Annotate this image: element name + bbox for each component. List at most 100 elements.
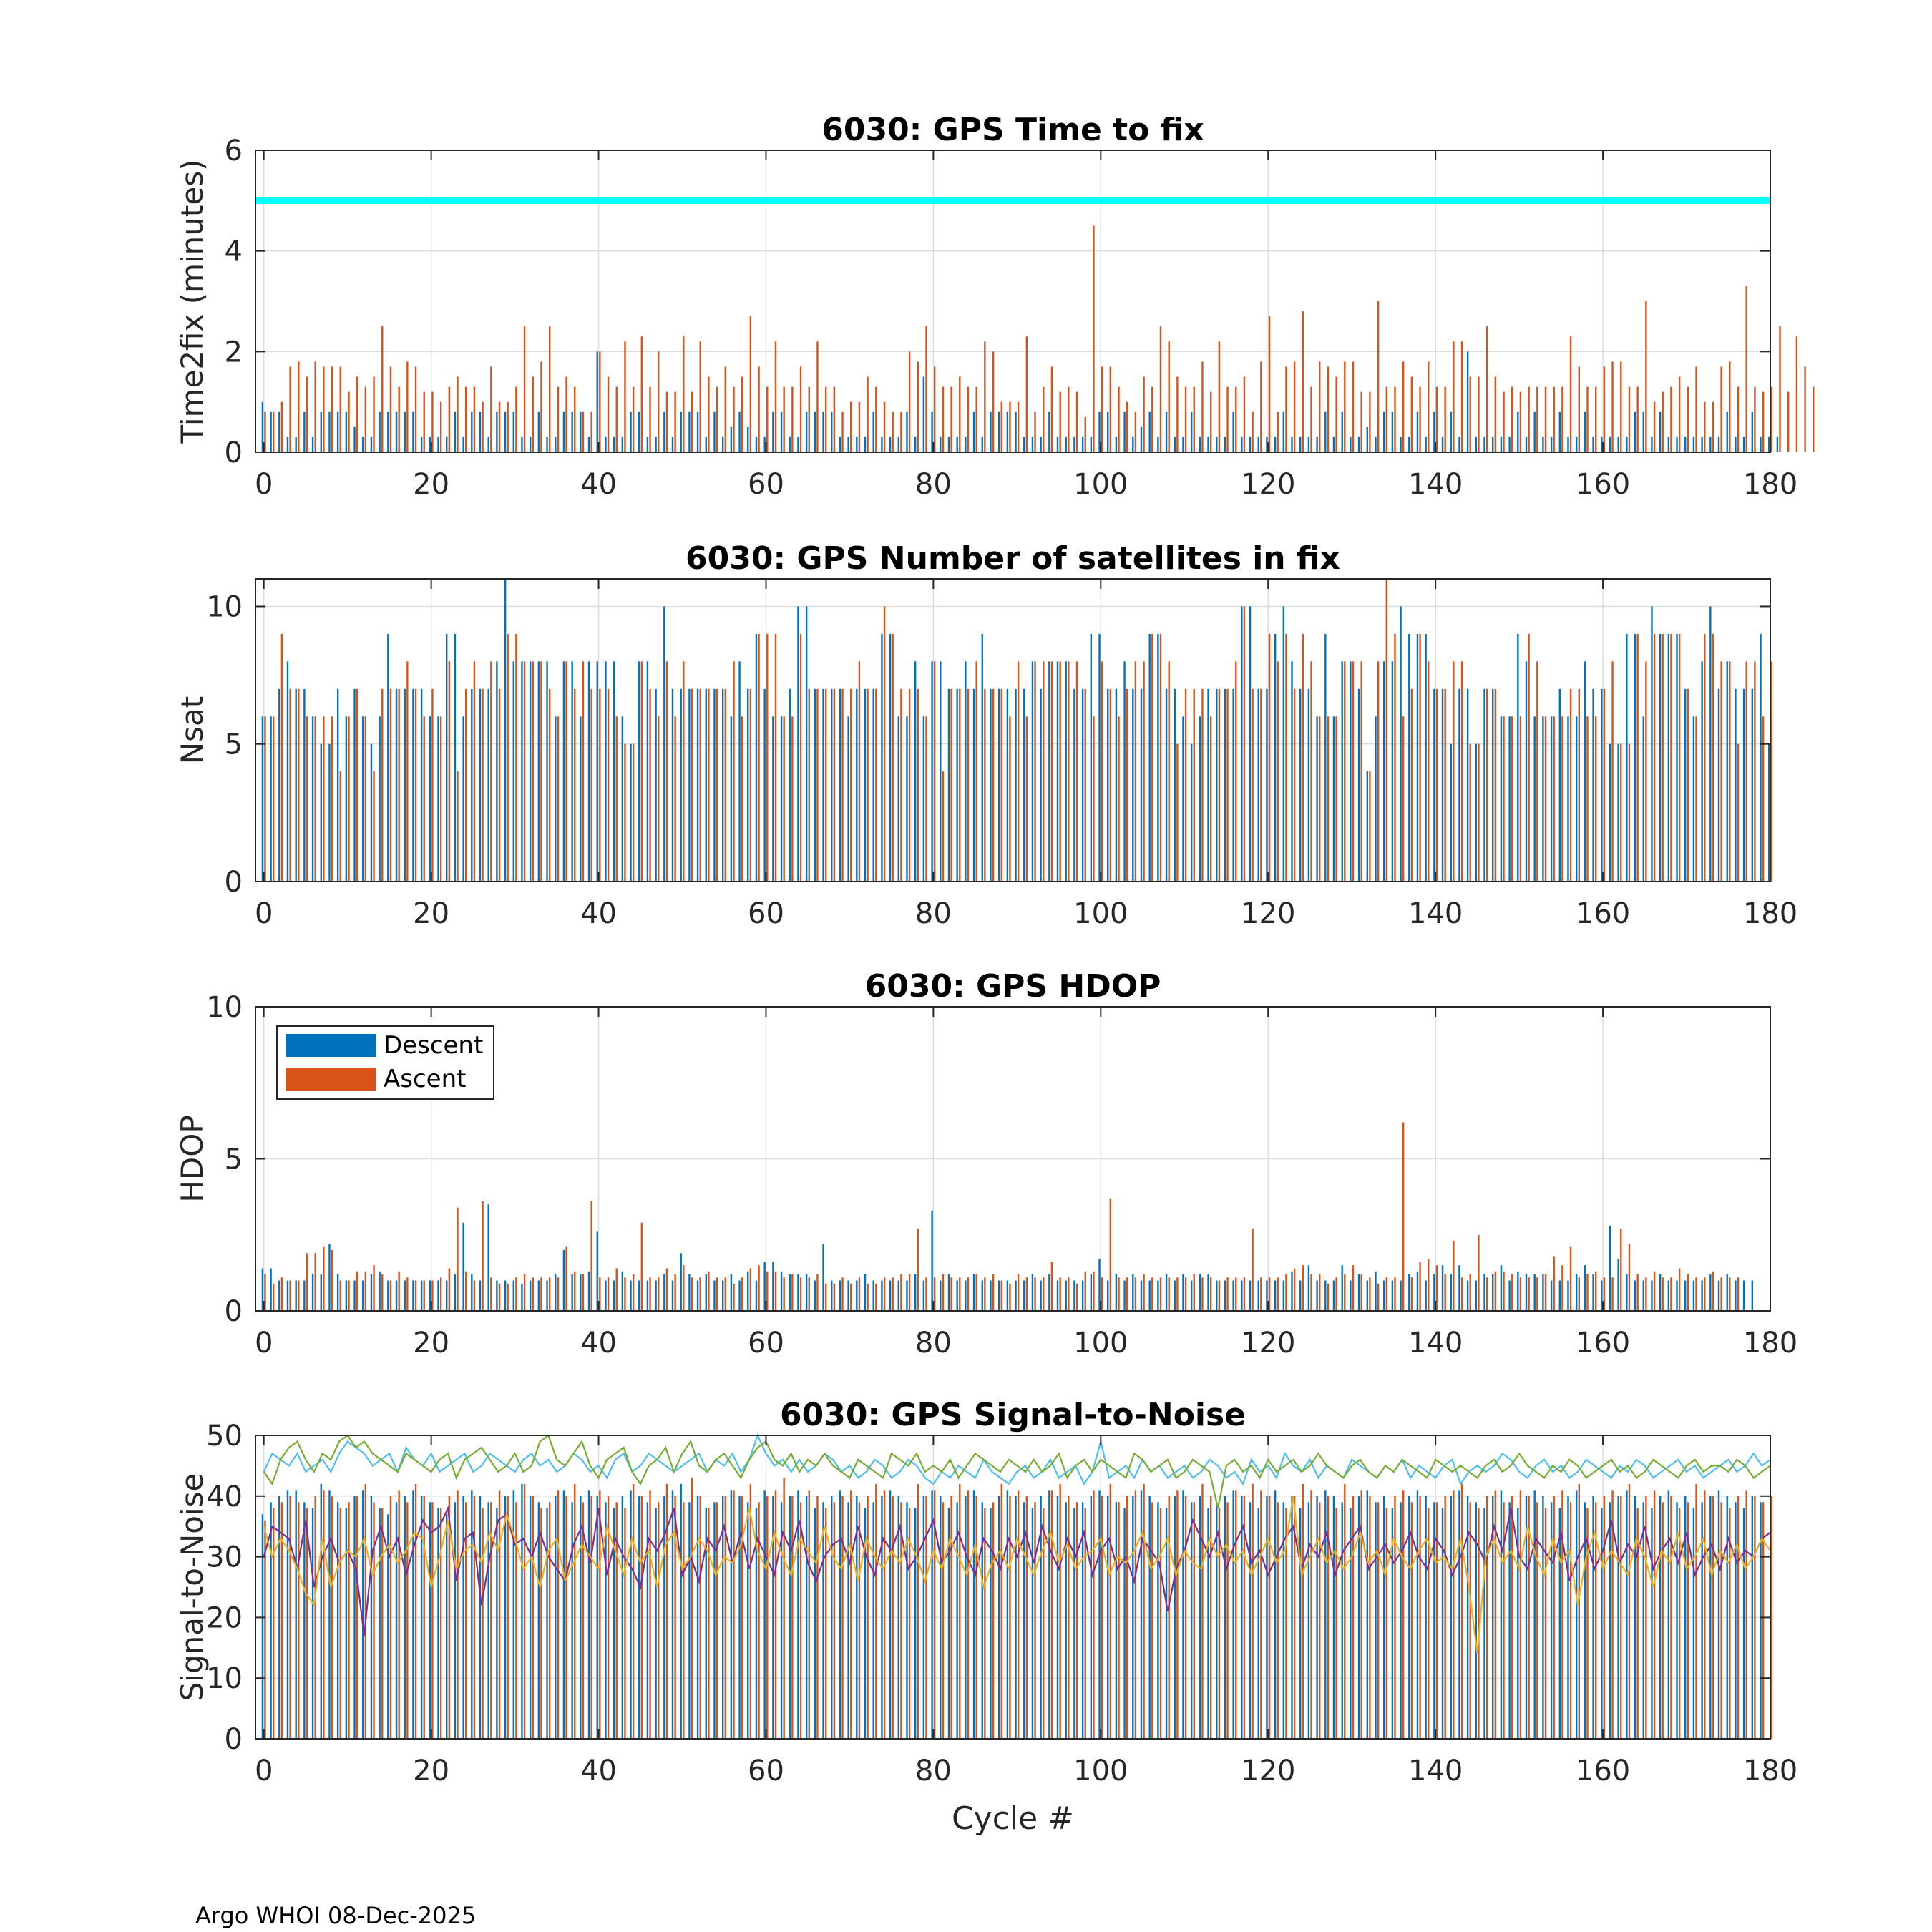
ascent-bar <box>1134 1277 1137 1311</box>
descent-bar <box>1542 1496 1544 1739</box>
ascent-bar <box>774 633 777 882</box>
descent-bar <box>353 1496 356 1739</box>
ascent-bar <box>439 1508 442 1739</box>
ascent-bar <box>758 1502 760 1739</box>
ascent-bar <box>473 1280 476 1311</box>
descent-bar <box>1291 1496 1293 1739</box>
ascent-bar <box>1528 386 1530 452</box>
descent-bar <box>1525 1496 1528 1739</box>
ascent-bar <box>373 1265 375 1311</box>
ascent-bar <box>532 376 534 452</box>
descent-bar <box>1533 1274 1536 1311</box>
descent-bar <box>336 688 339 882</box>
descent-bar <box>931 661 933 882</box>
ascent-bar <box>473 661 476 882</box>
descent-bar <box>605 1502 607 1739</box>
ascent-bar <box>1745 1490 1747 1739</box>
ascent-bar <box>339 1508 341 1739</box>
ascent-bar <box>548 326 551 452</box>
descent-bar <box>303 411 306 452</box>
x-tick-label: 140 <box>1408 468 1463 501</box>
descent-bar <box>1232 1490 1234 1739</box>
ascent-bar <box>858 401 861 452</box>
ascent-bar <box>766 1496 769 1739</box>
descent-bar <box>1391 411 1394 452</box>
descent-bar <box>1416 411 1419 452</box>
ascent-bar <box>1352 361 1355 452</box>
ascent-bar <box>364 1271 367 1311</box>
descent-bar <box>1056 1280 1059 1311</box>
ascent-bar <box>448 1268 451 1311</box>
descent-bar <box>1316 1496 1318 1739</box>
descent-bar <box>420 1280 423 1311</box>
descent-bar <box>328 411 331 452</box>
ascent-bar <box>1787 391 1790 452</box>
chart-title: 6030: GPS Time to fix <box>821 112 1204 148</box>
descent-bar <box>555 716 557 882</box>
descent-bar <box>931 411 933 452</box>
footer-credit: Argo WHOI 08-Dec-2025 <box>195 1902 477 1929</box>
ascent-bar <box>858 1277 861 1311</box>
descent-bar <box>721 1280 724 1311</box>
descent-bar <box>1207 688 1209 882</box>
descent-bar <box>1709 606 1712 882</box>
descent-bar <box>278 1496 280 1739</box>
ascent-bar <box>1252 1483 1254 1739</box>
ascent-bar <box>1075 1283 1078 1311</box>
x-tick-label: 100 <box>1073 897 1128 930</box>
ascent-bar <box>1143 1274 1145 1311</box>
descent-bar <box>1065 1502 1067 1739</box>
ascent-bar <box>423 1280 425 1311</box>
ascent-bar <box>1453 341 1455 452</box>
descent-bar <box>420 1496 423 1739</box>
x-tick-label: 60 <box>748 1327 784 1360</box>
descent-bar <box>1433 688 1435 882</box>
descent-bar <box>1224 688 1226 882</box>
ascent-bar <box>1193 1502 1195 1739</box>
ascent-bar <box>1478 743 1480 882</box>
ascent-bar <box>1569 1502 1572 1739</box>
descent-bar <box>1458 688 1460 882</box>
descent-bar <box>1382 1280 1385 1311</box>
ascent-bar <box>1695 366 1697 452</box>
ascent-bar <box>1068 386 1070 452</box>
descent-bar <box>404 1280 406 1311</box>
ascent-bar <box>515 1502 517 1739</box>
ascent-bar <box>574 386 576 452</box>
ascent-bar <box>1636 1274 1639 1311</box>
descent-bar <box>1500 1490 1503 1739</box>
descent-bar <box>1232 411 1234 452</box>
descent-bar <box>336 1274 339 1311</box>
descent-bar <box>1224 1280 1226 1311</box>
descent-bar <box>1375 436 1377 452</box>
descent-bar <box>1676 1280 1678 1311</box>
descent-bar <box>512 411 514 452</box>
descent-bar <box>1307 436 1310 452</box>
ascent-bar <box>1729 1277 1731 1311</box>
x-tick-label: 160 <box>1576 1327 1630 1360</box>
ascent-bar <box>791 386 794 452</box>
ascent-bar <box>582 411 585 452</box>
ascent-bar <box>1460 661 1463 882</box>
descent-bar <box>763 1490 766 1739</box>
descent-bar <box>1081 688 1084 882</box>
descent-bar <box>1274 436 1277 452</box>
ascent-bar <box>975 386 977 452</box>
x-tick-label: 180 <box>1743 468 1797 501</box>
ascent-bar <box>1544 386 1547 452</box>
descent-bar <box>1517 633 1519 882</box>
descent-bar <box>1667 633 1670 882</box>
descent-bar <box>1207 436 1209 452</box>
x-axis-label: Cycle # <box>952 1800 1074 1837</box>
ascent-bar <box>515 633 517 882</box>
descent-bar <box>972 688 975 882</box>
ascent-bar <box>1243 1277 1246 1311</box>
ascent-bar <box>1720 661 1722 882</box>
ascent-bar <box>1410 1502 1413 1739</box>
descent-bar <box>1048 411 1050 452</box>
ascent-bar <box>264 1274 266 1311</box>
descent-bar <box>546 661 548 882</box>
descent-bar <box>1190 411 1193 452</box>
descent-bar <box>847 1502 849 1739</box>
ascent-bar <box>498 688 501 882</box>
